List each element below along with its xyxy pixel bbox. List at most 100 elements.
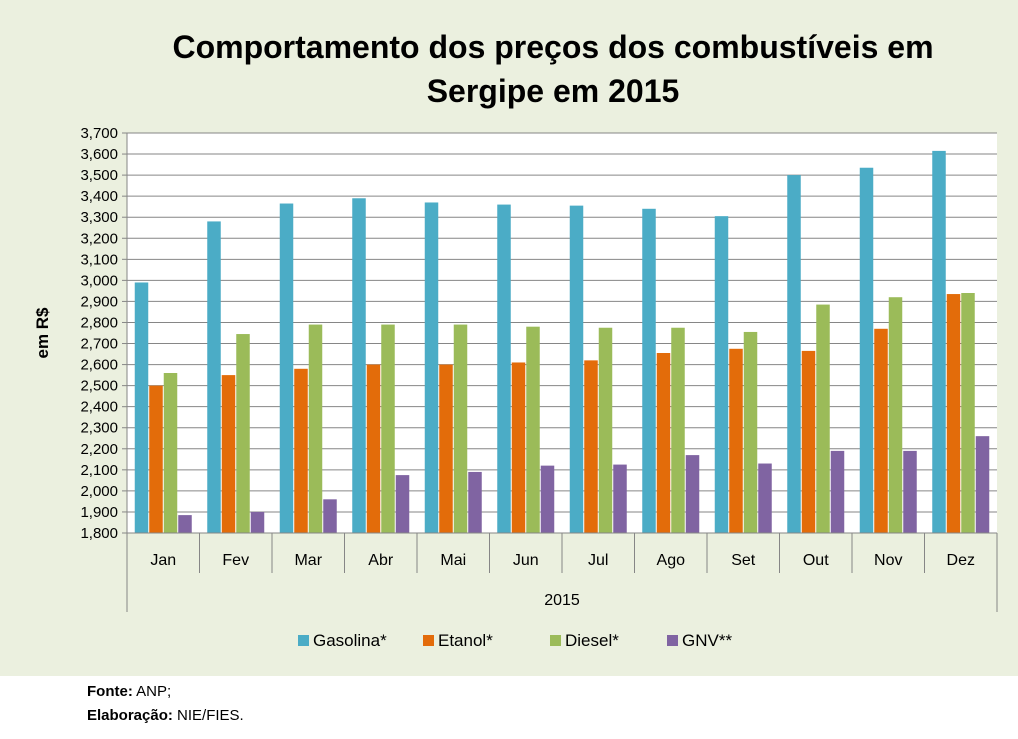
source-label: Fonte:: [87, 683, 133, 700]
bar-etanol: [729, 348, 743, 533]
bar-diesel: [453, 324, 468, 533]
bar-chart: Comportamento dos preços dos combustívei…: [33, 29, 998, 650]
y-tick-label: 3,200: [80, 230, 118, 247]
chart-area: Comportamento dos preços dos combustívei…: [0, 0, 1018, 676]
bar-etanol: [874, 328, 888, 533]
y-tick-label: 3,100: [80, 251, 118, 268]
bar-gasolina: [932, 150, 946, 534]
y-tick-label: 1,800: [80, 525, 118, 542]
bar-diesel: [816, 304, 830, 533]
bar-diesel: [236, 334, 250, 533]
x-tick-label: Nov: [874, 552, 902, 569]
bar-etanol: [149, 385, 163, 533]
bar-etanol: [294, 368, 308, 533]
author-line: Elaboração: NIE/FIES.: [87, 704, 244, 728]
bar-gasolina: [859, 167, 874, 533]
x-tick-label: Mar: [294, 552, 322, 569]
y-tick-label: 2,900: [80, 293, 118, 310]
legend-swatch: [550, 635, 561, 646]
bar-diesel: [961, 293, 975, 533]
bar-gnv: [468, 471, 482, 533]
y-tick-label: 3,000: [80, 272, 118, 289]
bar-etanol: [584, 360, 598, 533]
bar-gasolina: [352, 198, 366, 533]
bar-diesel: [888, 297, 903, 533]
bar-gasolina: [134, 282, 149, 533]
bar-gnv: [178, 515, 192, 533]
bar-gasolina: [569, 205, 584, 533]
bar-gnv: [758, 463, 772, 533]
y-tick-label: 2,300: [80, 420, 118, 437]
bar-etanol: [221, 375, 236, 533]
author-label: Elaboração:: [87, 707, 173, 724]
legend-label: Etanol*: [438, 631, 493, 650]
author-value: NIE/FIES.: [172, 707, 244, 724]
x-tick-label: Jan: [150, 552, 176, 569]
y-tick-label: 3,400: [80, 188, 118, 205]
bar-gnv: [250, 511, 265, 533]
x-tick-label: Abr: [368, 552, 394, 569]
bar-diesel: [671, 327, 685, 533]
bar-diesel: [598, 327, 613, 533]
bar-gnv: [903, 450, 917, 533]
x-tick-label: Set: [731, 552, 756, 569]
x-tick-label: Jul: [588, 552, 608, 569]
bar-gasolina: [787, 175, 801, 533]
legend-label: Gasolina*: [313, 631, 387, 650]
x-tick-label: Mai: [440, 552, 466, 569]
x-tick-label: Jun: [513, 552, 539, 569]
bar-gnv: [830, 450, 845, 533]
bar-gasolina: [714, 216, 729, 533]
y-tick-label: 1,900: [80, 504, 118, 521]
bar-diesel: [308, 324, 323, 533]
x-tick-label: Ago: [657, 552, 686, 569]
bar-etanol: [946, 294, 961, 533]
bar-gasolina: [424, 202, 439, 533]
bar-gnv: [323, 499, 337, 533]
bar-etanol: [656, 353, 671, 533]
x-group-label: 2015: [544, 592, 580, 609]
y-tick-label: 3,700: [80, 125, 118, 142]
bar-diesel: [163, 373, 178, 533]
x-tick-label: Out: [803, 552, 829, 569]
bar-diesel: [526, 326, 540, 533]
bar-etanol: [439, 364, 453, 533]
bar-gnv: [540, 465, 555, 533]
legend-swatch: [423, 635, 434, 646]
bar-gnv: [613, 464, 627, 533]
bar-etanol: [511, 362, 526, 533]
source-note: Fonte: ANP; Elaboração: NIE/FIES.: [87, 680, 244, 728]
legend-swatch: [667, 635, 678, 646]
bar-etanol: [801, 350, 816, 533]
bar-gnv: [395, 475, 410, 533]
y-tick-label: 2,700: [80, 336, 118, 353]
bar-gasolina: [642, 208, 656, 533]
bar-diesel: [381, 324, 395, 533]
source-line: Fonte: ANP;: [87, 680, 244, 704]
x-tick-label: Dez: [947, 552, 975, 569]
source-value: ANP;: [132, 683, 172, 700]
y-tick-label: 2,200: [80, 441, 118, 458]
bar-gnv: [685, 455, 700, 533]
y-tick-label: 2,800: [80, 314, 118, 331]
bar-etanol: [366, 364, 381, 533]
y-tick-label: 2,100: [80, 462, 118, 479]
bar-diesel: [743, 331, 758, 533]
plot-area: [127, 133, 997, 533]
y-tick-label: 2,000: [80, 483, 118, 500]
chart-title-line: Comportamento dos preços dos combustívei…: [172, 29, 933, 65]
bar-gasolina: [207, 221, 221, 533]
bar-gasolina: [497, 204, 511, 533]
y-tick-label: 2,600: [80, 357, 118, 374]
chart-title-line: Sergipe em 2015: [427, 73, 680, 109]
legend-label: Diesel*: [565, 631, 619, 650]
bar-gasolina: [279, 203, 294, 534]
y-tick-label: 3,500: [80, 167, 118, 184]
x-tick-label: Fev: [222, 552, 249, 569]
y-tick-label: 3,300: [80, 209, 118, 226]
legend-label: GNV**: [682, 631, 732, 650]
y-tick-label: 2,500: [80, 378, 118, 395]
y-tick-label: 3,600: [80, 146, 118, 163]
bar-gnv: [975, 436, 990, 533]
y-tick-label: 2,400: [80, 399, 118, 416]
